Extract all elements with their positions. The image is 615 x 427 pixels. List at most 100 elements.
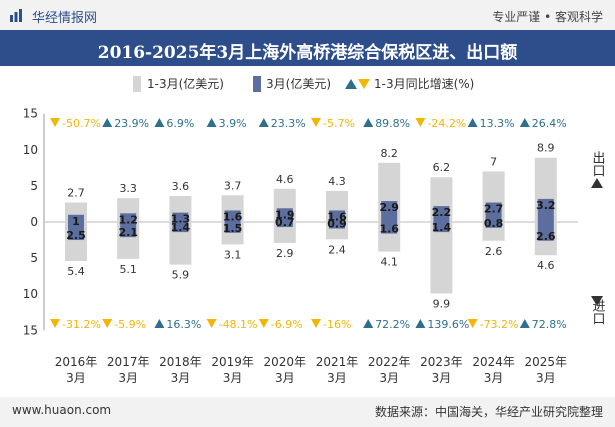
import-monthly-bar [537,222,554,241]
export-side-label: 出口 [590,151,605,177]
export-growth-up-icon [154,118,165,127]
import-growth-label: -48.1% [219,318,258,331]
y-tick-label: 15 [23,107,38,121]
import-cumulative-bar [430,222,453,294]
chart-title: 2016-2025年3月上海外高桥港综合保税区进、出口额 [97,43,518,63]
export-cumulative-label: 6.2 [433,161,451,174]
export-cumulative-label: 4.6 [276,173,294,186]
export-cumulative-label: 8.2 [380,147,398,160]
import-cumulative-label: 4.1 [380,256,398,269]
import-growth-down-icon [102,319,113,328]
import-growth-label: 139.6% [427,318,469,331]
import-growth-down-icon [206,319,217,328]
import-growth-label: -31.2% [62,318,101,331]
import-monthly-bar [381,222,398,234]
import-cumulative-label: 4.6 [537,259,555,272]
import-cumulative-label: 2.6 [485,245,503,258]
import-growth-up-icon [363,319,374,328]
import-monthly-label: 2.5 [66,229,86,242]
export-monthly-bar [537,198,554,222]
import-growth-label: 16.3% [166,318,201,331]
export-growth-label: 23.3% [271,117,306,130]
export-growth-up-icon [102,118,113,127]
import-monthly-label: 2.1 [118,226,138,239]
export-monthly-label: 2.7 [484,203,504,216]
export-monthly-bar [68,214,84,222]
export-growth-down-icon [50,118,60,127]
y-tick-label: 10 [23,287,38,301]
import-monthly-label: 2.6 [536,230,556,243]
chart-legend: 1-3月(亿美元) 3月(亿美元) 1-3月同比增速(%) [133,76,474,92]
y-tick-label: 5 [30,251,38,265]
import-monthly-label: 0.7 [275,216,295,229]
import-monthly-label: 0.9 [327,217,347,230]
import-monthly-label: 1.5 [223,222,243,235]
import-growth-up-icon [415,319,426,328]
export-monthly-bar [224,210,241,222]
export-growth-down-icon [311,118,321,127]
import-growth-label: -73.2% [480,318,519,331]
footer-bar [0,397,615,427]
import-growth-up-icon [154,319,165,328]
x-category-label: 3月 [379,371,399,385]
import-monthly-label: 1.6 [379,223,399,236]
export-monthly-bar [485,202,502,222]
import-growth-label: -16% [323,318,351,331]
x-category-label: 2021年 [316,355,359,369]
legend-label-growth: 1-3月同比增速(%) [374,77,474,91]
x-category-label: 2017年 [107,355,150,369]
export-monthly-bar [381,201,398,222]
export-cumulative-label: 3.7 [224,179,242,192]
title-bar [0,30,615,66]
export-monthly-bar [172,212,189,222]
slogan: 专业严谨 • 客观科学 [492,10,603,24]
import-cumulative-label: 5.1 [119,263,137,276]
export-growth-up-icon [206,118,217,127]
brand-logo-icon [10,9,22,22]
y-tick-label: 0 [30,215,38,229]
export-growth-label: -5.7% [323,117,355,130]
export-monthly-label: 1.2 [118,213,138,226]
x-category-label: 2019年 [211,355,254,369]
import-monthly-bar [68,222,84,241]
x-category-label: 2024年 [472,355,515,369]
export-growth-down-icon [415,118,426,127]
label-layer: 2.7 5.4 12.5 -50.7% -31.2% 3.3 5.1 1.22.1 23.9% -… [50,117,567,331]
export-monthly-label: 3.2 [536,199,556,212]
x-category-label: 3月 [275,371,295,385]
top-bar [0,0,615,30]
x-category-label: 3月 [223,371,243,385]
legend-label-monthly: 3月(亿美元) [266,76,331,91]
legend-up-triangle-icon [345,79,357,89]
x-category-label: 3月 [118,371,138,385]
legend-swatch-monthly [253,76,261,92]
import-cumulative-label: 5.4 [67,265,85,278]
export-cumulative-label: 2.7 [67,187,85,200]
export-arrow-icon [591,178,603,188]
export-cumulative-label: 8.9 [537,142,555,155]
import-growth-down-icon [311,319,321,328]
y-tick-label: 15 [23,323,38,337]
website-link[interactable]: www.huaon.com [12,403,112,417]
data-source: 数据来源：中国海关，华经产业研究院整理 [374,405,603,419]
x-category-label: 2022年 [368,355,411,369]
import-monthly-label: 0.8 [484,217,504,230]
y-tick-label: 5 [30,179,38,193]
import-cumulative-label: 9.9 [433,297,451,310]
export-growth-up-icon [363,118,374,127]
export-monthly-bar [329,210,345,222]
x-category-label: 2016年 [55,355,98,369]
import-monthly-bar [224,222,241,233]
export-cumulative-label: 4.3 [328,175,346,188]
x-category-label: 3月 [327,371,347,385]
import-monthly-bar [172,222,189,233]
export-cumulative-label: 3.3 [119,182,137,195]
export-growth-label: -24.2% [427,117,466,130]
export-growth-label: 23.9% [114,117,149,130]
import-cumulative-label: 2.9 [276,247,294,260]
export-growth-label: 6.9% [166,117,194,130]
x-category-label: 2020年 [264,355,307,369]
export-monthly-label: 1.3 [171,213,191,226]
import-cumulative-bar [273,222,296,243]
import-monthly-bar [120,222,137,238]
